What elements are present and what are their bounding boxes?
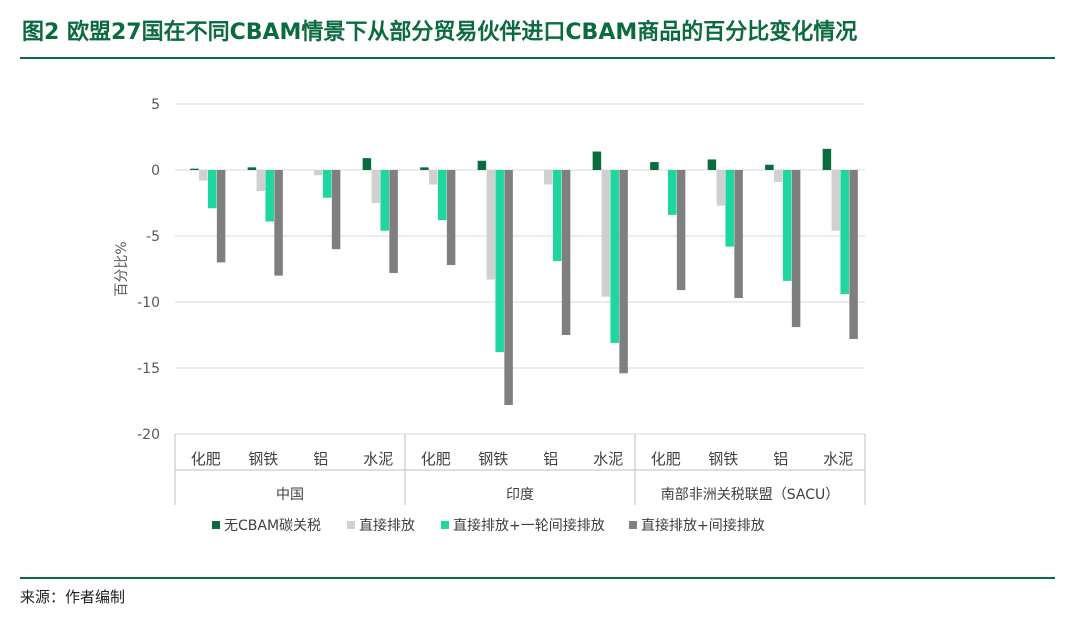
bar [331, 170, 341, 250]
bar [429, 170, 438, 185]
bar [504, 170, 513, 405]
group-label: 印度 [506, 487, 534, 503]
bar [256, 170, 266, 192]
bar [437, 170, 447, 221]
bar [190, 168, 199, 170]
legend-label: 直接排放+间接排放 [641, 517, 765, 534]
bar [247, 167, 257, 170]
category-label: 水泥 [593, 450, 623, 468]
legend-label: 无CBAM碳关税 [224, 518, 321, 534]
category-label: 化肥 [191, 450, 221, 468]
category-label: 水泥 [823, 450, 853, 468]
y-tick-label: -15 [137, 361, 160, 377]
bar [314, 170, 323, 176]
y-tick-label: 5 [151, 97, 160, 113]
bar [774, 170, 783, 182]
bar [322, 170, 332, 198]
title-divider [20, 57, 1055, 59]
bar [216, 170, 226, 263]
source-note: 来源：作者编制 [20, 588, 126, 606]
footer-divider [20, 577, 1055, 579]
bar [552, 170, 562, 262]
bar [791, 170, 801, 328]
y-axis-title: 百分比% [114, 241, 130, 296]
legend-label: 直接排放+一轮间接排放 [453, 517, 605, 534]
legend-swatch [347, 521, 355, 529]
bar [389, 170, 398, 273]
legend-label: 直接排放 [359, 517, 415, 534]
category-label: 铝 [543, 450, 558, 468]
category-label: 水泥 [363, 450, 393, 468]
category-label: 钢铁 [708, 450, 738, 468]
legend-swatch [212, 521, 220, 529]
bar [849, 170, 858, 339]
bar [274, 170, 283, 276]
bar [716, 170, 726, 206]
y-tick-label: -20 [137, 427, 160, 443]
bar [619, 170, 628, 374]
bar [822, 148, 832, 170]
bar [782, 170, 792, 281]
category-label: 钢铁 [248, 450, 278, 468]
bar [592, 151, 602, 170]
category-label: 钢铁 [478, 450, 508, 468]
category-label: 铝 [773, 450, 788, 468]
bar [840, 170, 849, 295]
group-label: 南部非洲关税联盟（SACU） [661, 487, 840, 503]
bar [362, 158, 372, 170]
bar [610, 170, 619, 343]
bar [676, 170, 686, 291]
bar [199, 170, 208, 181]
legend-swatch [629, 521, 637, 529]
bar [765, 164, 774, 170]
bar [380, 170, 389, 231]
bar [265, 170, 274, 222]
y-tick-label: -5 [146, 229, 160, 245]
bar [371, 170, 381, 203]
bar [477, 160, 487, 170]
bar [420, 167, 429, 170]
bar [561, 170, 571, 335]
bar [734, 170, 743, 299]
bar [650, 162, 659, 170]
bar [544, 170, 553, 185]
y-tick-label: 0 [151, 163, 160, 179]
bar [831, 170, 841, 231]
bar [495, 170, 504, 353]
bar [446, 170, 456, 266]
bar [725, 170, 734, 247]
group-label: 中国 [276, 487, 304, 503]
category-label: 铝 [313, 450, 328, 468]
category-label: 化肥 [651, 450, 681, 468]
figure-title: 图2 欧盟27国在不同CBAM情景下从部分贸易伙伴进口CBAM商品的百分比变化情… [22, 20, 858, 45]
legend-swatch [441, 521, 449, 529]
bar [207, 170, 217, 209]
bar [486, 170, 496, 280]
bar [601, 170, 611, 297]
bar [667, 170, 677, 215]
category-label: 化肥 [421, 450, 451, 468]
bar [707, 159, 717, 170]
y-tick-label: -10 [137, 295, 160, 311]
